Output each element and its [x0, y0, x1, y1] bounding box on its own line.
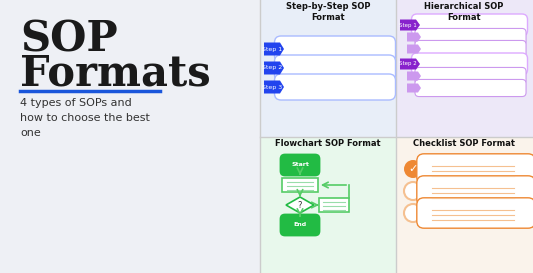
Text: Checklist SOP Format: Checklist SOP Format	[413, 139, 515, 148]
Circle shape	[404, 204, 422, 222]
FancyBboxPatch shape	[396, 0, 533, 137]
Text: Step 2: Step 2	[399, 61, 417, 67]
Text: Step 1: Step 1	[262, 46, 282, 52]
Polygon shape	[264, 61, 284, 75]
Circle shape	[404, 182, 422, 200]
Polygon shape	[407, 32, 421, 41]
FancyBboxPatch shape	[282, 178, 318, 192]
Text: Start: Start	[291, 162, 309, 168]
Text: Step 3: Step 3	[262, 85, 282, 90]
Circle shape	[404, 160, 422, 178]
FancyBboxPatch shape	[274, 36, 395, 62]
Text: ✓: ✓	[408, 164, 418, 174]
FancyBboxPatch shape	[411, 14, 528, 36]
FancyBboxPatch shape	[260, 0, 396, 137]
FancyBboxPatch shape	[415, 40, 526, 58]
FancyBboxPatch shape	[417, 198, 533, 228]
FancyBboxPatch shape	[260, 137, 396, 273]
Text: End: End	[294, 222, 306, 227]
Polygon shape	[407, 44, 421, 54]
Text: Step-by-Step SOP
Format: Step-by-Step SOP Format	[286, 2, 370, 22]
Polygon shape	[407, 84, 421, 93]
Text: Hierarchical SOP
Format: Hierarchical SOP Format	[424, 2, 504, 22]
FancyBboxPatch shape	[411, 53, 528, 75]
FancyBboxPatch shape	[0, 0, 258, 273]
FancyBboxPatch shape	[415, 79, 526, 97]
FancyBboxPatch shape	[396, 137, 533, 273]
Text: 4 types of SOPs and
how to choose the best
one: 4 types of SOPs and how to choose the be…	[20, 98, 150, 138]
FancyBboxPatch shape	[319, 198, 349, 212]
Text: Flowchart SOP Format: Flowchart SOP Format	[275, 139, 381, 148]
FancyBboxPatch shape	[280, 154, 320, 176]
Text: SOP: SOP	[20, 18, 118, 60]
Polygon shape	[400, 19, 420, 31]
Polygon shape	[286, 197, 314, 213]
Polygon shape	[407, 72, 421, 81]
Polygon shape	[264, 81, 284, 93]
FancyBboxPatch shape	[415, 67, 526, 85]
Text: Step 1: Step 1	[399, 22, 417, 28]
Text: Formats: Formats	[20, 53, 211, 95]
Polygon shape	[264, 43, 284, 55]
Text: ?: ?	[298, 200, 302, 209]
FancyBboxPatch shape	[417, 176, 533, 206]
FancyBboxPatch shape	[280, 213, 320, 236]
FancyBboxPatch shape	[274, 55, 395, 81]
Text: Step 2: Step 2	[262, 66, 282, 70]
FancyBboxPatch shape	[415, 28, 526, 46]
FancyBboxPatch shape	[417, 154, 533, 184]
FancyBboxPatch shape	[274, 74, 395, 100]
Polygon shape	[400, 58, 420, 70]
